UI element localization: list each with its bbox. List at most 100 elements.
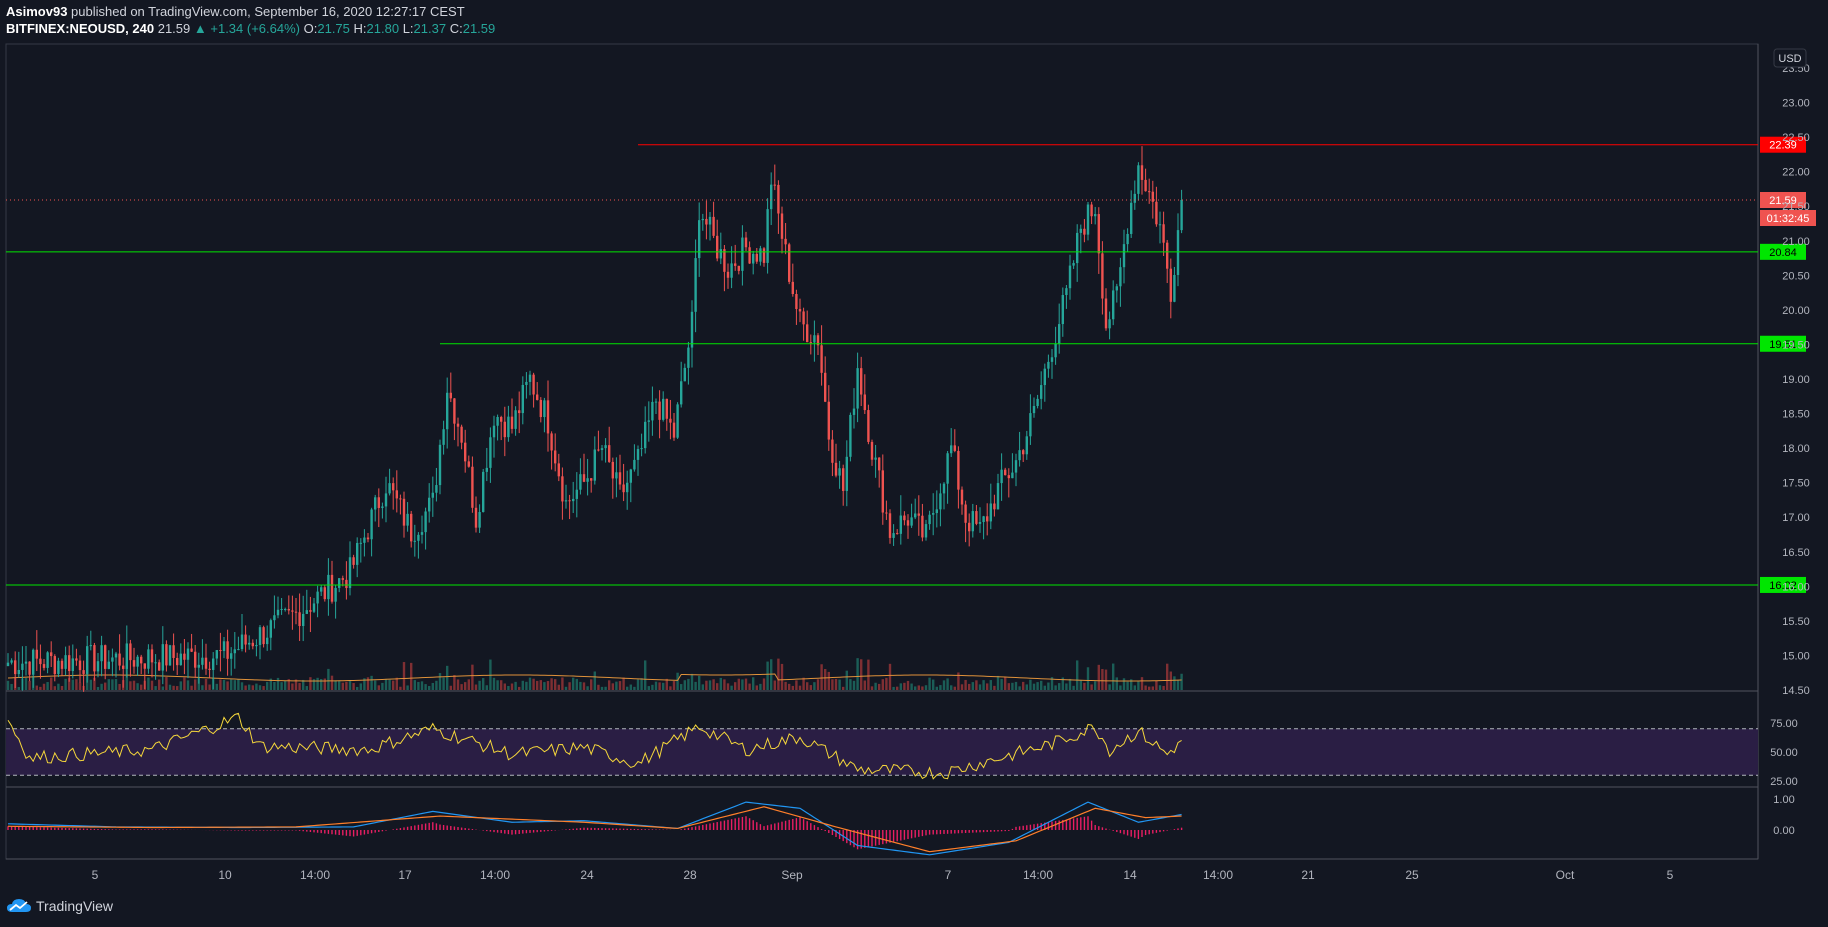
candle-body — [842, 468, 845, 491]
volume-bar — [968, 683, 971, 690]
price-tick-label: 18.50 — [1782, 409, 1810, 421]
candle-body — [21, 663, 24, 670]
symbol-name[interactable]: BITFINEX:NEOUSD, 240 — [6, 21, 155, 36]
candle-body — [327, 574, 330, 600]
tradingview-logo[interactable]: TradingView — [6, 898, 113, 914]
volume-bar — [1036, 682, 1039, 690]
volume-bar — [446, 665, 449, 690]
volume-bar — [719, 677, 722, 690]
candle-body — [510, 416, 514, 429]
currency-badge[interactable]: USD — [1773, 48, 1807, 68]
candle-body — [75, 658, 78, 661]
candle-body — [24, 661, 28, 664]
volume-bar — [780, 663, 784, 690]
volume-bar — [633, 686, 636, 690]
candle-body — [1094, 214, 1097, 217]
volume-bar — [395, 677, 398, 690]
candle-body — [384, 493, 388, 507]
candle-body — [64, 655, 67, 669]
candle-body — [1076, 232, 1079, 264]
candle-body — [1022, 450, 1025, 455]
candle-body — [802, 311, 805, 325]
volume-bar — [1126, 681, 1129, 690]
volume-bar — [1097, 664, 1100, 690]
candle-body — [60, 660, 64, 669]
volume-bar — [147, 677, 150, 690]
volume-bar — [258, 685, 262, 690]
candle-body — [428, 497, 431, 512]
volume-bar — [453, 675, 456, 690]
volume-bar — [485, 685, 488, 690]
volume-bar — [539, 680, 542, 690]
candle-body — [392, 483, 395, 491]
candle-body — [791, 281, 794, 295]
candle-body — [903, 515, 906, 521]
candle-body — [662, 398, 665, 420]
volume-bar — [1011, 682, 1014, 690]
volume-bar — [17, 686, 20, 690]
candle-body — [50, 652, 53, 657]
volume-bar — [118, 683, 121, 690]
volume-bar — [305, 686, 308, 690]
volume-bar — [755, 685, 758, 690]
volume-bar — [1004, 677, 1007, 690]
volume-bar — [132, 680, 136, 690]
volume-bar — [870, 686, 874, 690]
candle-body — [633, 459, 636, 470]
candle-body — [834, 462, 838, 476]
candle-body — [266, 637, 269, 645]
volume-bar — [626, 686, 629, 690]
rsi-line — [7, 712, 1182, 780]
candle-body — [888, 513, 892, 538]
candle-body — [737, 265, 740, 271]
candle-body — [446, 392, 449, 430]
candle-body — [147, 649, 150, 669]
volume-bar — [431, 682, 434, 690]
volume-bar — [1050, 677, 1054, 690]
candle-body — [539, 399, 542, 418]
candle-body — [726, 271, 730, 278]
volume-bar — [831, 679, 834, 690]
candle-body — [280, 608, 283, 610]
volume-bar — [428, 686, 431, 690]
brand-text: TradingView — [36, 898, 114, 914]
price-level-label-bg — [1760, 192, 1806, 209]
volume-bar — [647, 686, 650, 690]
candle-body — [1004, 469, 1007, 476]
volume-bar — [158, 679, 161, 690]
publish-info: Asimov93 published on TradingView.com, S… — [6, 4, 465, 19]
candle-body — [154, 662, 157, 664]
candle-body — [658, 401, 661, 420]
time-tick-label: 5 — [92, 868, 99, 882]
volume-bar — [798, 685, 802, 690]
candle-body — [773, 184, 776, 186]
candle-body — [1112, 290, 1115, 320]
volume-bar — [399, 686, 402, 690]
volume-bar — [604, 686, 607, 690]
volume-bar — [46, 682, 49, 690]
volume-bar — [464, 682, 467, 690]
candle-body — [1018, 450, 1021, 461]
volume-bar — [64, 678, 67, 690]
publisher-name[interactable]: Asimov93 — [6, 4, 68, 19]
volume-bar — [1061, 677, 1064, 690]
candle-body — [78, 660, 82, 671]
candle-body — [968, 522, 971, 532]
candle-body — [676, 404, 679, 438]
time-tick-label: 25 — [1405, 868, 1419, 882]
candle-body — [712, 216, 715, 236]
candle-body — [554, 450, 557, 464]
volume-bar — [284, 680, 287, 690]
candle-body — [464, 442, 467, 462]
candle-body — [935, 509, 938, 514]
volume-bar — [388, 679, 391, 690]
rsi-tick-label: 25.00 — [1770, 776, 1798, 788]
candle-body — [125, 643, 128, 669]
low-value: 21.37 — [413, 21, 447, 36]
volume-bar — [291, 683, 294, 690]
candle-body — [71, 658, 74, 672]
volume-bar — [356, 686, 359, 690]
volume-bar — [734, 682, 737, 690]
